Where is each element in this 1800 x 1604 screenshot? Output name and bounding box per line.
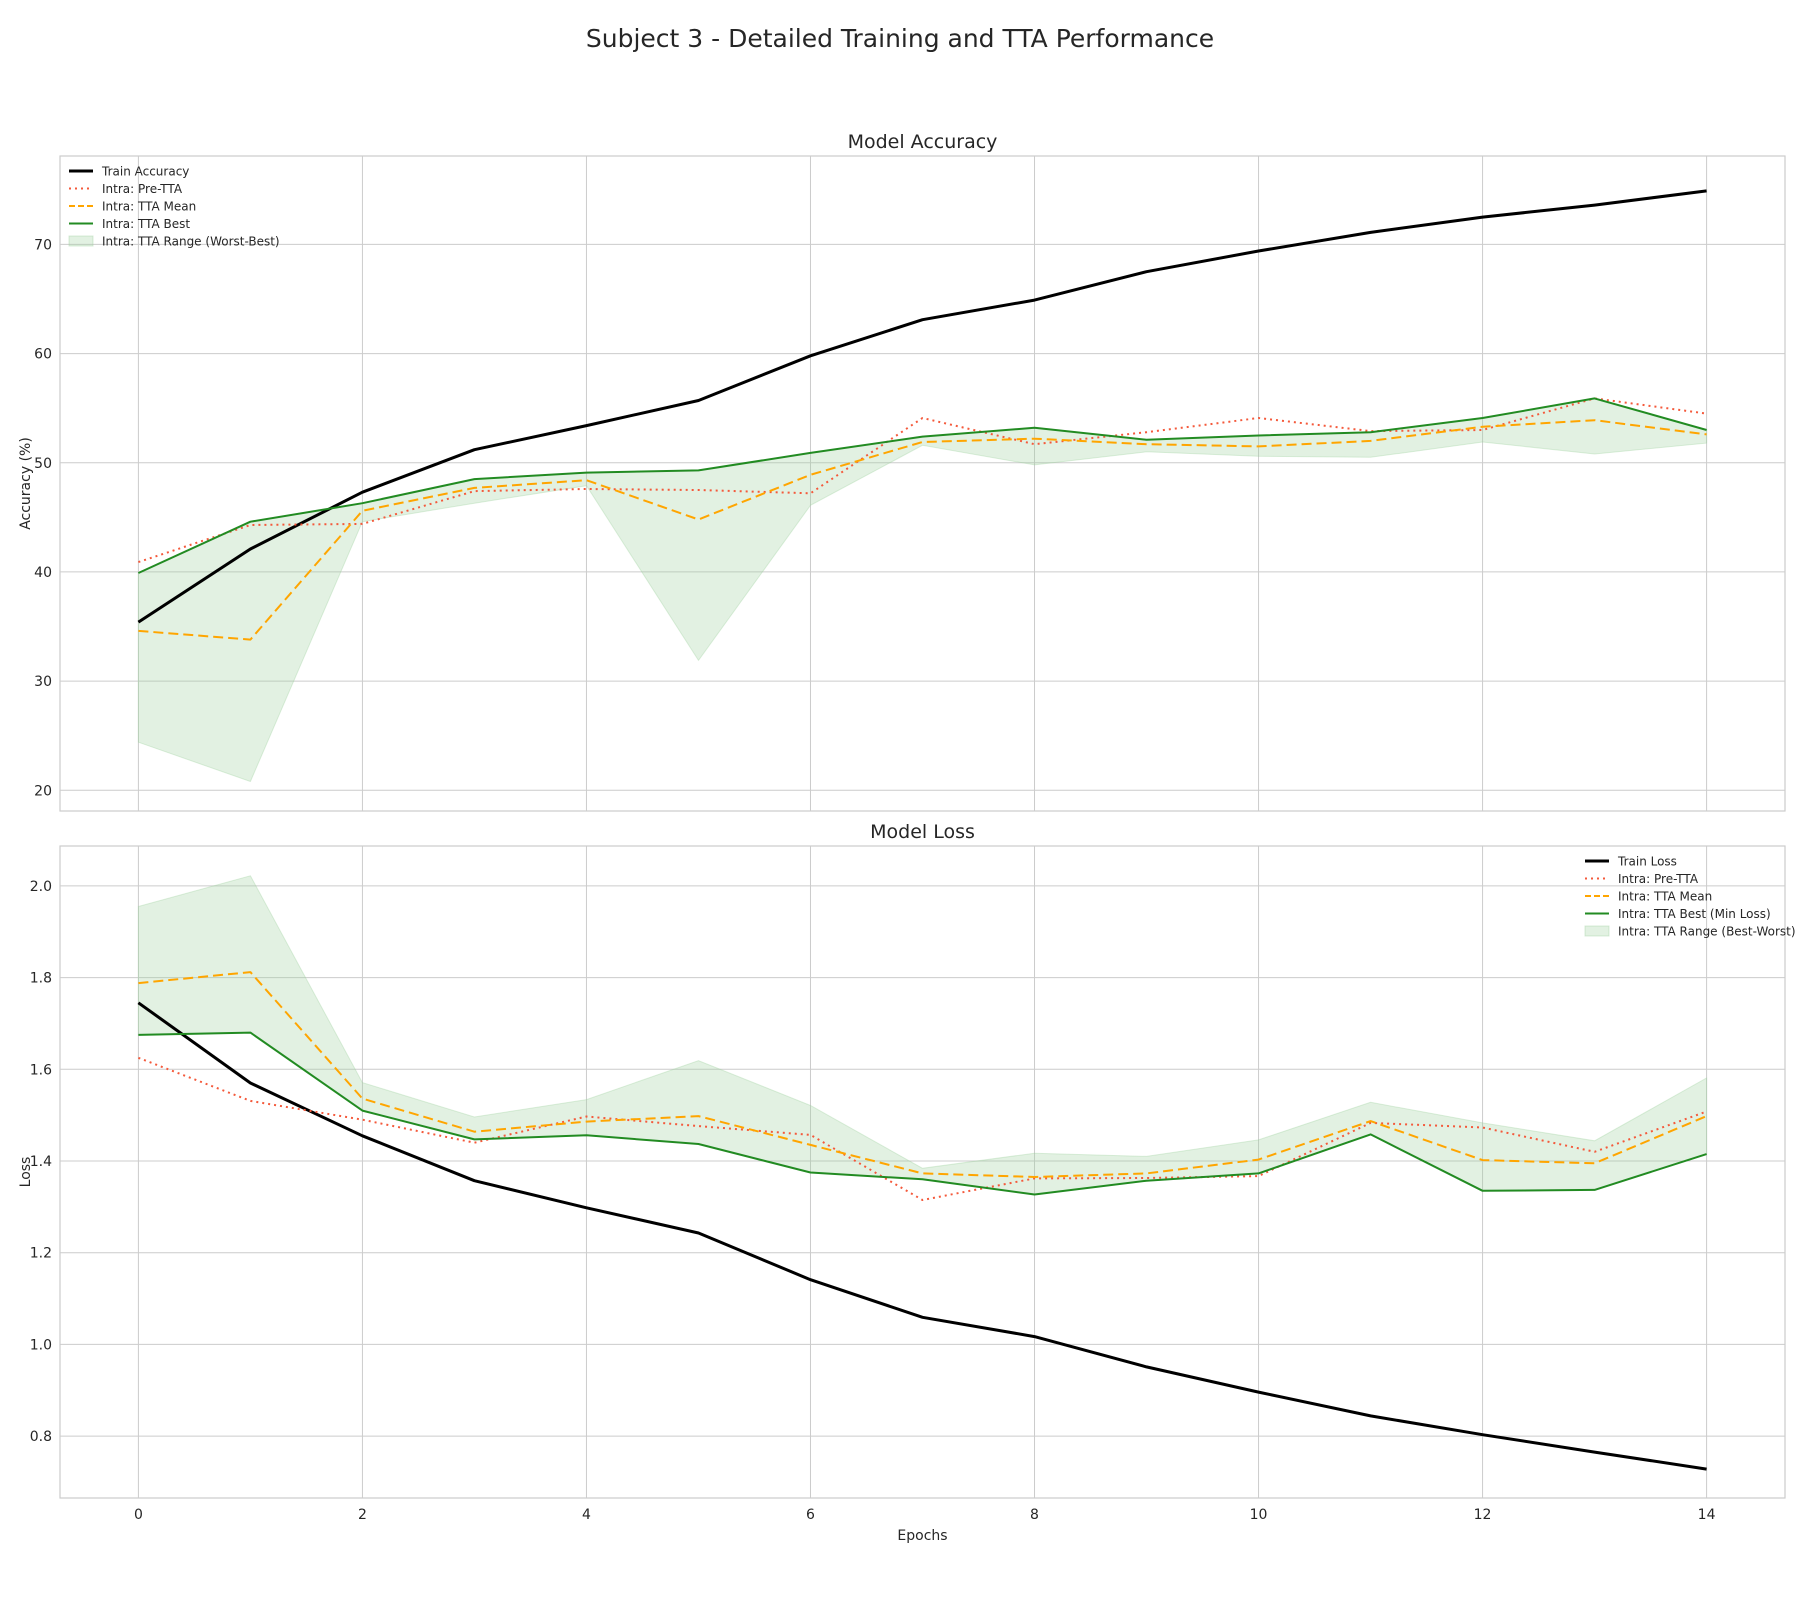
series-line-2	[138, 419, 1707, 641]
y-tick-label: 1.6	[30, 1062, 52, 1078]
legend-label: Intra: Pre-TTA	[1618, 872, 1699, 886]
series-line-0	[137, 1001, 1707, 1471]
y-tick-label: 50	[34, 456, 52, 472]
legend-label: Train Loss	[1617, 855, 1677, 869]
legend-label: Intra: TTA Mean	[1618, 890, 1712, 904]
figure-title: Subject 3 - Detailed Training and TTA Pe…	[585, 24, 1215, 53]
x-tick-label: 2	[358, 1507, 367, 1523]
series-line-1	[138, 397, 1707, 564]
x-tick-label: 4	[582, 1507, 591, 1523]
y-tick-label: 60	[34, 347, 52, 363]
y-tick-label: 1.4	[30, 1154, 52, 1170]
y-tick-label: 40	[34, 565, 52, 581]
y-tick-label: 0.8	[30, 1429, 52, 1445]
series-line-0	[137, 189, 1707, 624]
y-axis-label: Loss	[18, 1157, 34, 1188]
y-tick-label: 20	[34, 783, 52, 799]
plot-area	[60, 846, 1785, 1498]
legend-label: Intra: Pre-TTA	[102, 182, 183, 196]
x-tick-label: 14	[1698, 1507, 1716, 1523]
legend-label: Train Accuracy	[101, 165, 189, 179]
legend-swatch	[68, 235, 94, 247]
series-line-1	[138, 1056, 1707, 1201]
legend-label: Intra: TTA Best (Min Loss)	[1618, 907, 1771, 921]
plot-frame	[59, 845, 1786, 1499]
series-line-3	[138, 1031, 1707, 1196]
y-tick-label: 70	[34, 237, 52, 253]
x-tick-label: 10	[1250, 1507, 1268, 1523]
y-tick-label: 1.0	[30, 1337, 52, 1353]
y-axis-label: Accuracy (%)	[18, 437, 34, 530]
chart-title: Model Accuracy	[848, 131, 998, 153]
chart-title: Model Loss	[870, 821, 975, 843]
legend: Train Loss Intra: Pre-TTA Intra: TTA Mean I…	[1584, 855, 1796, 939]
x-tick-label: 0	[134, 1507, 143, 1523]
series-line-3	[137, 397, 1707, 574]
x-tick-label: 6	[806, 1507, 815, 1523]
legend-label: Intra: TTA Mean	[102, 200, 196, 214]
plot-area	[60, 156, 1785, 811]
y-tick-label: 1.8	[30, 971, 52, 987]
x-axis-label: Epochs	[897, 1528, 947, 1544]
chart-panel-0: 20 30 40 50 60 70 Model Accuracy Accuracy (%) Tr…	[18, 131, 1786, 812]
x-tick-label: 8	[1030, 1507, 1039, 1523]
legend-label: Intra: TTA Best	[102, 217, 190, 231]
plot-frame	[59, 155, 1786, 812]
legend: Train Accuracy Intra: Pre-TTA Intra: TTA M…	[68, 165, 280, 249]
legend-label: Intra: TTA Range (Best-Worst)	[1618, 925, 1796, 939]
y-tick-label: 2.0	[30, 879, 52, 895]
y-tick-label: 30	[34, 674, 52, 690]
legend-label: Intra: TTA Range (Worst-Best)	[102, 235, 280, 249]
legend-swatch	[1584, 925, 1610, 937]
y-tick-label: 1.2	[30, 1246, 52, 1262]
series-line-2	[138, 971, 1707, 1178]
x-tick-label: 12	[1474, 1507, 1492, 1523]
chart-panel-1: 0.8 1.0 1.2 1.4 1.6 1.8 2.0 0 2 4 6 8 10 12 14 Model Lo…	[18, 821, 1796, 1544]
